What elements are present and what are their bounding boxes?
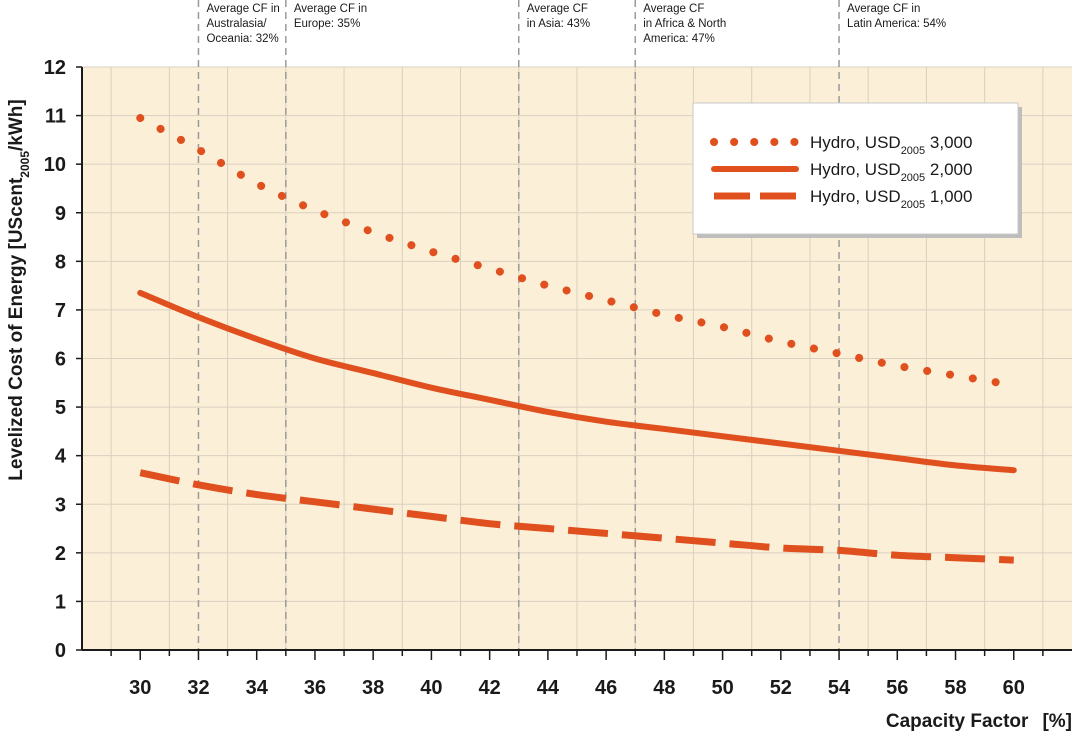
legend-label: Hydro, USD2005 2,000 bbox=[810, 160, 972, 184]
x-tick-label: 46 bbox=[595, 677, 617, 699]
series bbox=[136, 114, 1018, 564]
x-tick-label: 48 bbox=[653, 677, 675, 699]
x-tick-label: 40 bbox=[420, 677, 442, 699]
x-axis-title: Capacity Factor [%] bbox=[886, 711, 1072, 732]
y-tick-label: 7 bbox=[55, 300, 66, 322]
series-line-dashed bbox=[139, 469, 1014, 564]
annotation-label: America: 47% bbox=[643, 33, 715, 45]
x-tick-label: 34 bbox=[246, 677, 269, 699]
y-tick-label: 0 bbox=[55, 640, 66, 662]
annotation-label: Average CF bbox=[643, 3, 704, 15]
x-tick-label: 60 bbox=[1003, 677, 1025, 699]
x-tick-label: 32 bbox=[187, 677, 209, 699]
axes: 30 32 34 36 38 40 42 44 46 48 50 52 54 56 58 6001234567… bbox=[44, 57, 1072, 699]
x-tick-label: 56 bbox=[886, 677, 908, 699]
legend-label: Hydro, USD2005 1,000 bbox=[810, 187, 972, 211]
annotation-label: in Africa & North bbox=[643, 18, 726, 30]
annotation-label: Europe: 35% bbox=[294, 18, 361, 30]
series-line-solid bbox=[137, 289, 1017, 474]
y-tick-label: 2 bbox=[55, 543, 66, 565]
annotation-label: Average CF in bbox=[294, 3, 367, 15]
y-tick-label: 1 bbox=[55, 591, 66, 613]
x-tick-label: 58 bbox=[944, 677, 966, 699]
annotation-label: Average CF bbox=[527, 3, 588, 15]
x-tick-label: 38 bbox=[362, 677, 384, 699]
x-tick-label: 52 bbox=[770, 677, 792, 699]
y-tick-label: 9 bbox=[55, 203, 66, 225]
y-axis-title: Levelized Cost of Energy [UScent2005/kWh… bbox=[6, 99, 32, 480]
y-tick-label: 8 bbox=[55, 251, 66, 273]
x-tick-label: 42 bbox=[479, 677, 501, 699]
x-tick-label: 54 bbox=[828, 677, 851, 699]
y-tick-label: 5 bbox=[55, 397, 66, 419]
x-tick-label: 44 bbox=[537, 677, 560, 699]
annotation-label: in Asia: 43% bbox=[527, 18, 590, 30]
annotations: Average CF in Australasia/Oceania: 32% Ave… bbox=[197, 0, 946, 650]
annotation-label: Average CF in bbox=[206, 3, 279, 15]
y-tick-label: 6 bbox=[55, 349, 66, 371]
y-tick-label: 10 bbox=[44, 154, 66, 176]
y-tick-label: 11 bbox=[45, 106, 66, 128]
x-tick-label: 36 bbox=[304, 677, 326, 699]
annotation-label: Australasia/ bbox=[206, 18, 267, 30]
y-tick-label: 4 bbox=[55, 446, 67, 468]
annotation-label: Average CF in bbox=[847, 3, 920, 15]
legend-label: Hydro, USD2005 3,000 bbox=[810, 133, 972, 157]
series-line-dotted bbox=[136, 114, 1018, 390]
annotation-label: Latin America: 54% bbox=[847, 18, 946, 30]
y-tick-label: 12 bbox=[44, 57, 66, 79]
y-tick-label: 3 bbox=[55, 494, 66, 516]
annotation-label: Oceania: 32% bbox=[206, 33, 278, 45]
x-tick-label: 30 bbox=[129, 677, 151, 699]
x-tick-label: 50 bbox=[711, 677, 733, 699]
legend: Hydro, USD2005 3,000 Hydro, USD2005 2,000… bbox=[692, 102, 1022, 238]
